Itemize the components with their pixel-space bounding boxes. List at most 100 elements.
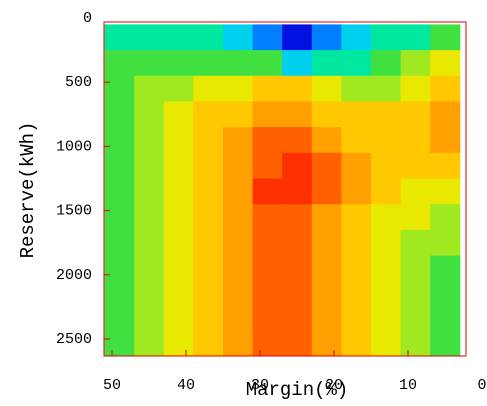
contour-cell xyxy=(341,281,372,308)
contour-cell xyxy=(134,101,165,128)
contour-cell xyxy=(104,306,135,334)
contour-cell xyxy=(223,127,254,154)
contour-cell xyxy=(282,229,313,257)
x-tick-label: 40 xyxy=(177,377,195,394)
contour-cell xyxy=(371,178,402,205)
contour-cell xyxy=(252,75,283,102)
contour-cell xyxy=(430,281,461,308)
contour-cell xyxy=(252,178,283,205)
contour-cell xyxy=(223,229,254,257)
contour-cell xyxy=(282,255,313,282)
contour-cell xyxy=(282,306,313,334)
contour-cell xyxy=(163,127,194,154)
contour-cell xyxy=(341,178,372,205)
contour-cell xyxy=(341,75,372,102)
contour-cell xyxy=(430,178,461,205)
plot-area xyxy=(104,24,461,356)
contour-cell xyxy=(252,332,283,356)
contour-cell xyxy=(163,50,194,77)
contour-cell xyxy=(223,204,254,231)
contour-cell xyxy=(163,24,194,51)
contour-cell xyxy=(371,101,402,128)
contour-cell xyxy=(193,24,224,51)
contour-cell xyxy=(134,127,165,154)
contour-cell xyxy=(400,24,431,51)
contour-cell xyxy=(134,229,165,257)
contour-cell xyxy=(430,24,461,51)
contour-cell xyxy=(371,50,402,77)
contour-cell xyxy=(252,204,283,231)
contour-cell xyxy=(311,204,342,231)
contour-cell xyxy=(104,332,135,356)
contour-cell xyxy=(430,127,461,154)
contour-cell xyxy=(311,50,342,77)
contour-cell xyxy=(252,152,283,179)
contour-cell xyxy=(193,50,224,77)
contour-cell xyxy=(371,306,402,334)
contour-cell xyxy=(400,152,431,179)
contour-cell xyxy=(371,255,402,282)
contour-cell xyxy=(223,101,254,128)
contour-cell xyxy=(341,152,372,179)
contour-cell xyxy=(252,127,283,154)
contour-cell xyxy=(400,281,431,308)
contour-cell xyxy=(104,101,135,128)
contour-cell xyxy=(400,229,431,257)
contour-cell xyxy=(371,24,402,51)
contour-cell xyxy=(193,229,224,257)
plot-frame xyxy=(103,21,467,357)
contour-cell xyxy=(223,332,254,356)
contour-cell xyxy=(282,75,313,102)
contour-cell xyxy=(282,24,313,51)
contour-cell xyxy=(311,255,342,282)
contour-cell xyxy=(282,152,313,179)
contour-cell xyxy=(430,229,461,257)
x-tick-label: 0 xyxy=(477,377,486,394)
contour-cell xyxy=(311,152,342,179)
contour-cell xyxy=(134,255,165,282)
contour-cell xyxy=(104,50,135,77)
contour-cell xyxy=(430,306,461,334)
contour-cell xyxy=(134,24,165,51)
contour-cell xyxy=(341,306,372,334)
contour-cell xyxy=(430,204,461,231)
x-tick-label: 20 xyxy=(325,377,343,394)
contour-cell xyxy=(252,255,283,282)
contour-cell xyxy=(341,332,372,356)
contour-cell xyxy=(134,178,165,205)
contour-cell xyxy=(282,204,313,231)
contour-cell xyxy=(163,229,194,257)
contour-cell xyxy=(311,281,342,308)
contour-cell xyxy=(134,152,165,179)
contour-cell xyxy=(252,306,283,334)
contour-cell xyxy=(430,255,461,282)
contour-cell xyxy=(341,50,372,77)
contour-cell xyxy=(282,178,313,205)
contour-cell xyxy=(223,178,254,205)
contour-cell xyxy=(193,152,224,179)
contour-cell xyxy=(341,127,372,154)
contour-cell xyxy=(193,306,224,334)
contour-cell xyxy=(193,281,224,308)
contour-cell xyxy=(400,127,431,154)
contour-cell xyxy=(104,152,135,179)
contour-cell xyxy=(223,152,254,179)
contour-cell xyxy=(193,127,224,154)
contour-cell xyxy=(430,332,461,356)
contour-cell xyxy=(430,75,461,102)
contour-cell xyxy=(430,101,461,128)
y-tick-label: 1500 xyxy=(56,203,92,220)
contour-cell xyxy=(193,255,224,282)
contour-cell xyxy=(193,75,224,102)
contour-cell xyxy=(311,178,342,205)
contour-cell xyxy=(311,306,342,334)
y-tick-label: 1000 xyxy=(56,138,92,155)
contour-cell xyxy=(163,204,194,231)
x-tick-label: 10 xyxy=(399,377,417,394)
contour-cell xyxy=(223,306,254,334)
contour-cell xyxy=(193,204,224,231)
contour-cell xyxy=(400,204,431,231)
contour-cell xyxy=(134,306,165,334)
contour-cell xyxy=(193,178,224,205)
